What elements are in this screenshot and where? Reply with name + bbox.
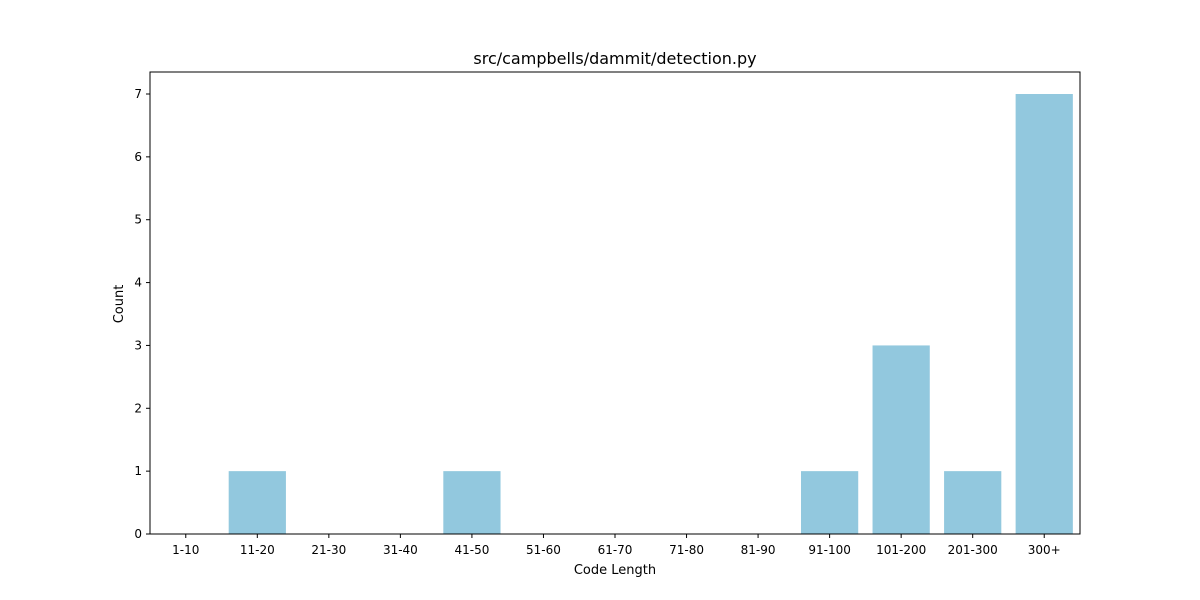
x-tick-label: 51-60 (526, 543, 561, 557)
x-tick-label: 1-10 (172, 543, 199, 557)
bar-41-50 (443, 471, 501, 534)
y-tick-label: 5 (134, 213, 142, 227)
bar-91-100 (801, 471, 859, 534)
bar-300+ (1015, 94, 1073, 534)
bar-11-20 (228, 471, 286, 534)
x-tick-label: 61-70 (598, 543, 633, 557)
x-tick-label: 31-40 (383, 543, 418, 557)
y-tick-label: 7 (134, 87, 142, 101)
x-tick-label: 21-30 (311, 543, 346, 557)
y-axis-label: Count (112, 285, 127, 324)
y-ticks: 0 1 2 3 4 5 6 7 (134, 87, 150, 541)
bars-layer (228, 94, 1073, 534)
plot-frame (149, 71, 1081, 535)
y-tick-label: 3 (134, 338, 142, 352)
bar-201-300 (944, 471, 1002, 534)
y-tick-label: 4 (134, 276, 142, 290)
x-tick-label: 81-90 (741, 543, 776, 557)
x-tick-label: 11-20 (240, 543, 275, 557)
y-tick-label: 1 (134, 464, 142, 478)
x-tick-label: 101-200 (876, 543, 926, 557)
x-tick-label: 91-100 (808, 543, 851, 557)
x-tick-label: 71-80 (669, 543, 704, 557)
x-tick-label: 201-300 (948, 543, 998, 557)
x-ticks: 1-10 11-20 21-30 31-40 41-50 51-60 61-70 71-80 8… (172, 534, 1061, 557)
x-axis-label: Code Length (574, 563, 656, 578)
y-tick-label: 0 (134, 527, 142, 541)
y-tick-label: 2 (134, 401, 142, 415)
bar-101-200 (872, 345, 930, 534)
axes-layer (149, 71, 1081, 535)
x-tick-label: 300+ (1028, 543, 1061, 557)
chart-title: src/campbells/dammit/detection.py (473, 49, 756, 68)
y-tick-label: 6 (134, 150, 142, 164)
x-tick-label: 41-50 (454, 543, 489, 557)
